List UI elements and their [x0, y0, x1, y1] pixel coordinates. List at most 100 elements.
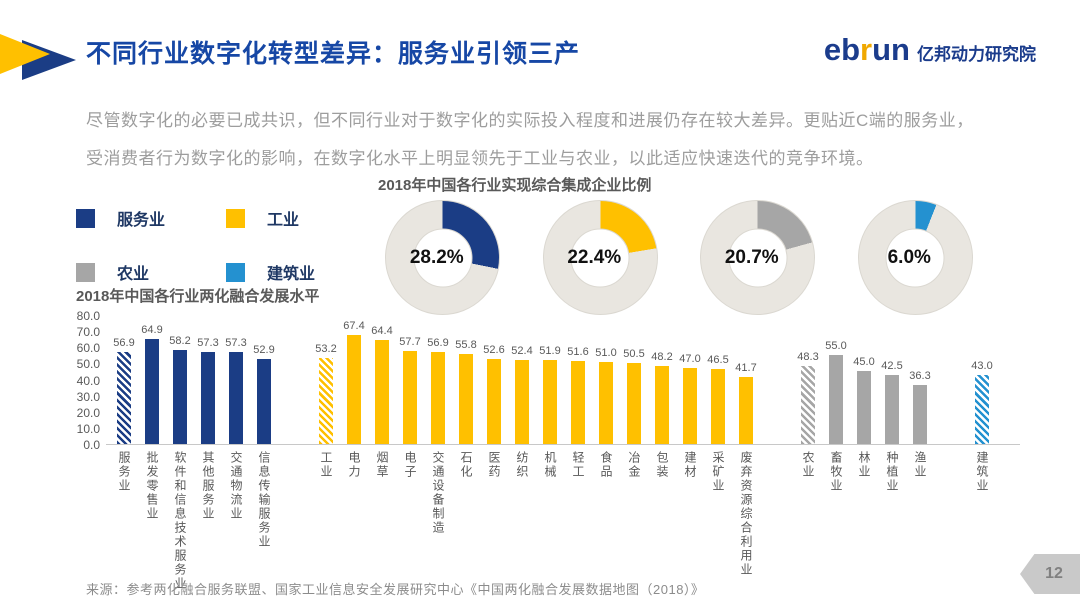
bar-value-label: 45.0 — [853, 356, 875, 369]
donut-row: 28.2% 22.4% 20.7% 6.0% — [385, 200, 1035, 318]
bar-value-label: 46.5 — [707, 354, 729, 367]
legend-item-agriculture: 农业 — [76, 260, 226, 284]
donut-hole — [885, 228, 945, 287]
bar-category-label: 电力 — [347, 451, 361, 479]
bar-value-label: 57.7 — [399, 335, 421, 348]
donut-hole — [570, 228, 630, 287]
bar — [885, 375, 899, 444]
bar-group-工业: 53.2 工业 67.4 电力 64.4 烟草 57.7 电子 56.9 交通设备制造 55.8 石化… — [315, 315, 756, 577]
bar-value-label: 57.3 — [225, 336, 247, 349]
bar — [543, 360, 557, 444]
bar-value-label: 55.8 — [455, 339, 477, 352]
bar — [683, 368, 697, 444]
bar-value-label: 64.9 — [141, 324, 163, 337]
bar-value-label: 48.3 — [797, 351, 819, 364]
legend-item-services: 服务业 — [76, 206, 226, 230]
bar-category-label: 畜牧业 — [829, 451, 843, 493]
bar-column: 48.3 农业 — [797, 315, 818, 479]
bar-value-label: 48.2 — [651, 351, 673, 364]
bar-category-label: 其他服务业 — [201, 451, 215, 521]
bar-value-label: 43.0 — [971, 359, 993, 372]
bar — [403, 350, 417, 444]
bar-column: 52.6 医药 — [483, 315, 504, 479]
bar-column: 53.2 工业 — [315, 315, 336, 479]
bar-category-label: 工业 — [319, 451, 333, 479]
bar-category-label: 农业 — [801, 451, 815, 479]
bar-category-label: 冶金 — [627, 451, 641, 479]
bar — [347, 335, 361, 444]
bar-value-label: 50.5 — [623, 347, 645, 360]
bar — [857, 371, 871, 444]
bar-group-服务业: 56.9 服务业 64.9 批发零售业 58.2 软件和信息技术服务业 57.3 其他服务业 5… — [113, 315, 274, 591]
bar-column: 51.6 轻工 — [567, 315, 588, 479]
brand-logo-wordmark: ebrun — [823, 32, 910, 67]
bar — [801, 366, 815, 444]
bar-value-label: 51.9 — [539, 345, 561, 358]
bar-category-label: 种植业 — [885, 451, 899, 493]
bar-value-label: 52.4 — [511, 344, 533, 357]
bar-chart-title: 2018年中国各行业两化融合发展水平 — [76, 288, 320, 305]
y-axis-tick: 40.0 — [76, 373, 100, 388]
bar-column: 46.5 采矿业 — [707, 315, 728, 493]
brand-logo: ebrun 亿邦动力研究院 — [824, 32, 1036, 68]
legend-label-construction: 建筑业 — [267, 266, 316, 283]
y-axis-tick: 80.0 — [76, 309, 100, 323]
donut-chart-农业: 20.7% — [700, 200, 815, 315]
donut-value-label: 28.2% — [409, 246, 464, 268]
bar-value-label: 42.5 — [881, 360, 903, 373]
bar-category-label: 食品 — [599, 451, 613, 479]
y-axis-tick: 60.0 — [76, 341, 100, 356]
bar-column: 56.9 交通设备制造 — [427, 315, 448, 535]
bar-group-农业: 48.3 农业 55.0 畜牧业 45.0 林业 42.5 种植业 36.3 渔业 — [797, 315, 930, 493]
bar-value-label: 57.3 — [197, 336, 219, 349]
bar-chart: 80.0 70.0 60.0 50.0 40.0 30.0 20.0 10.0 0.0 56.9… — [70, 309, 1020, 591]
bar-value-label: 36.3 — [909, 370, 931, 383]
intro-paragraph: 尽管数字化的必要已成共识，但不同行业对于数字化的实际投入程度和进展仍存在较大差异… — [86, 102, 1021, 178]
bar-value-label: 56.9 — [427, 337, 449, 350]
bar-value-label: 52.9 — [253, 343, 275, 356]
bar-category-label: 建材 — [683, 451, 697, 479]
bar-category-label: 信息传输服务业 — [257, 451, 271, 549]
bar — [229, 351, 243, 444]
bar-column: 41.7 废弃资源综合利用业 — [735, 315, 756, 577]
bar — [571, 360, 585, 444]
page-title: 不同行业数字化转型差异：服务业引领三产 — [86, 40, 581, 68]
bar-category-label: 医药 — [487, 451, 501, 479]
bar-column: 45.0 林业 — [853, 315, 874, 479]
bar — [459, 354, 473, 444]
bar-column: 57.3 交通物流业 — [225, 315, 246, 521]
donut-chart-工业: 22.4% — [542, 200, 658, 315]
bar-category-label: 采矿业 — [711, 451, 725, 493]
bar — [375, 340, 389, 444]
legend-item-construction: 建筑业 — [226, 260, 336, 284]
bar-category-label: 批发零售业 — [145, 451, 159, 521]
y-axis-tick: 30.0 — [76, 389, 100, 404]
bar-value-label: 67.4 — [343, 320, 365, 333]
bar-column: 56.9 服务业 — [113, 315, 134, 493]
donut-ring — [385, 200, 500, 315]
bar-category-label: 服务业 — [117, 451, 131, 493]
bar-column: 51.0 食品 — [595, 315, 616, 479]
donut-chart-title: 2018年中国各行业实现综合集成企业比例 — [378, 177, 652, 194]
legend: 服务业 工业 农业 建筑业 — [76, 206, 336, 284]
legend-label-industry: 工业 — [267, 212, 300, 229]
donut-chart-服务业: 28.2% — [385, 200, 500, 315]
bar-category-label: 建筑业 — [975, 451, 989, 493]
donut-value-label: 6.0% — [887, 246, 931, 268]
bar-column: 58.2 软件和信息技术服务业 — [169, 315, 190, 591]
donut-hole — [413, 228, 472, 287]
bar — [829, 355, 843, 444]
bar — [913, 385, 927, 444]
bar-category-label: 石化 — [459, 451, 473, 479]
bar — [201, 351, 215, 444]
bar-category-label: 纺织 — [515, 451, 529, 479]
bar — [711, 369, 725, 444]
bar-chart-plot: 56.9 服务业 64.9 批发零售业 58.2 软件和信息技术服务业 57.3 其他服务业 5… — [106, 315, 1020, 591]
source-note: 来源：参考两化融合服务联盟、国家工业信息安全发展研究中心《中国两化融合发展数据地… — [86, 582, 705, 597]
legend-swatch-industry — [226, 208, 245, 228]
bar-category-label: 交通物流业 — [229, 451, 243, 521]
bar-column: 36.3 渔业 — [909, 315, 930, 479]
legend-swatch-services — [76, 208, 95, 228]
bar-value-label: 52.6 — [483, 344, 505, 357]
bar-column: 42.5 种植业 — [881, 315, 902, 493]
